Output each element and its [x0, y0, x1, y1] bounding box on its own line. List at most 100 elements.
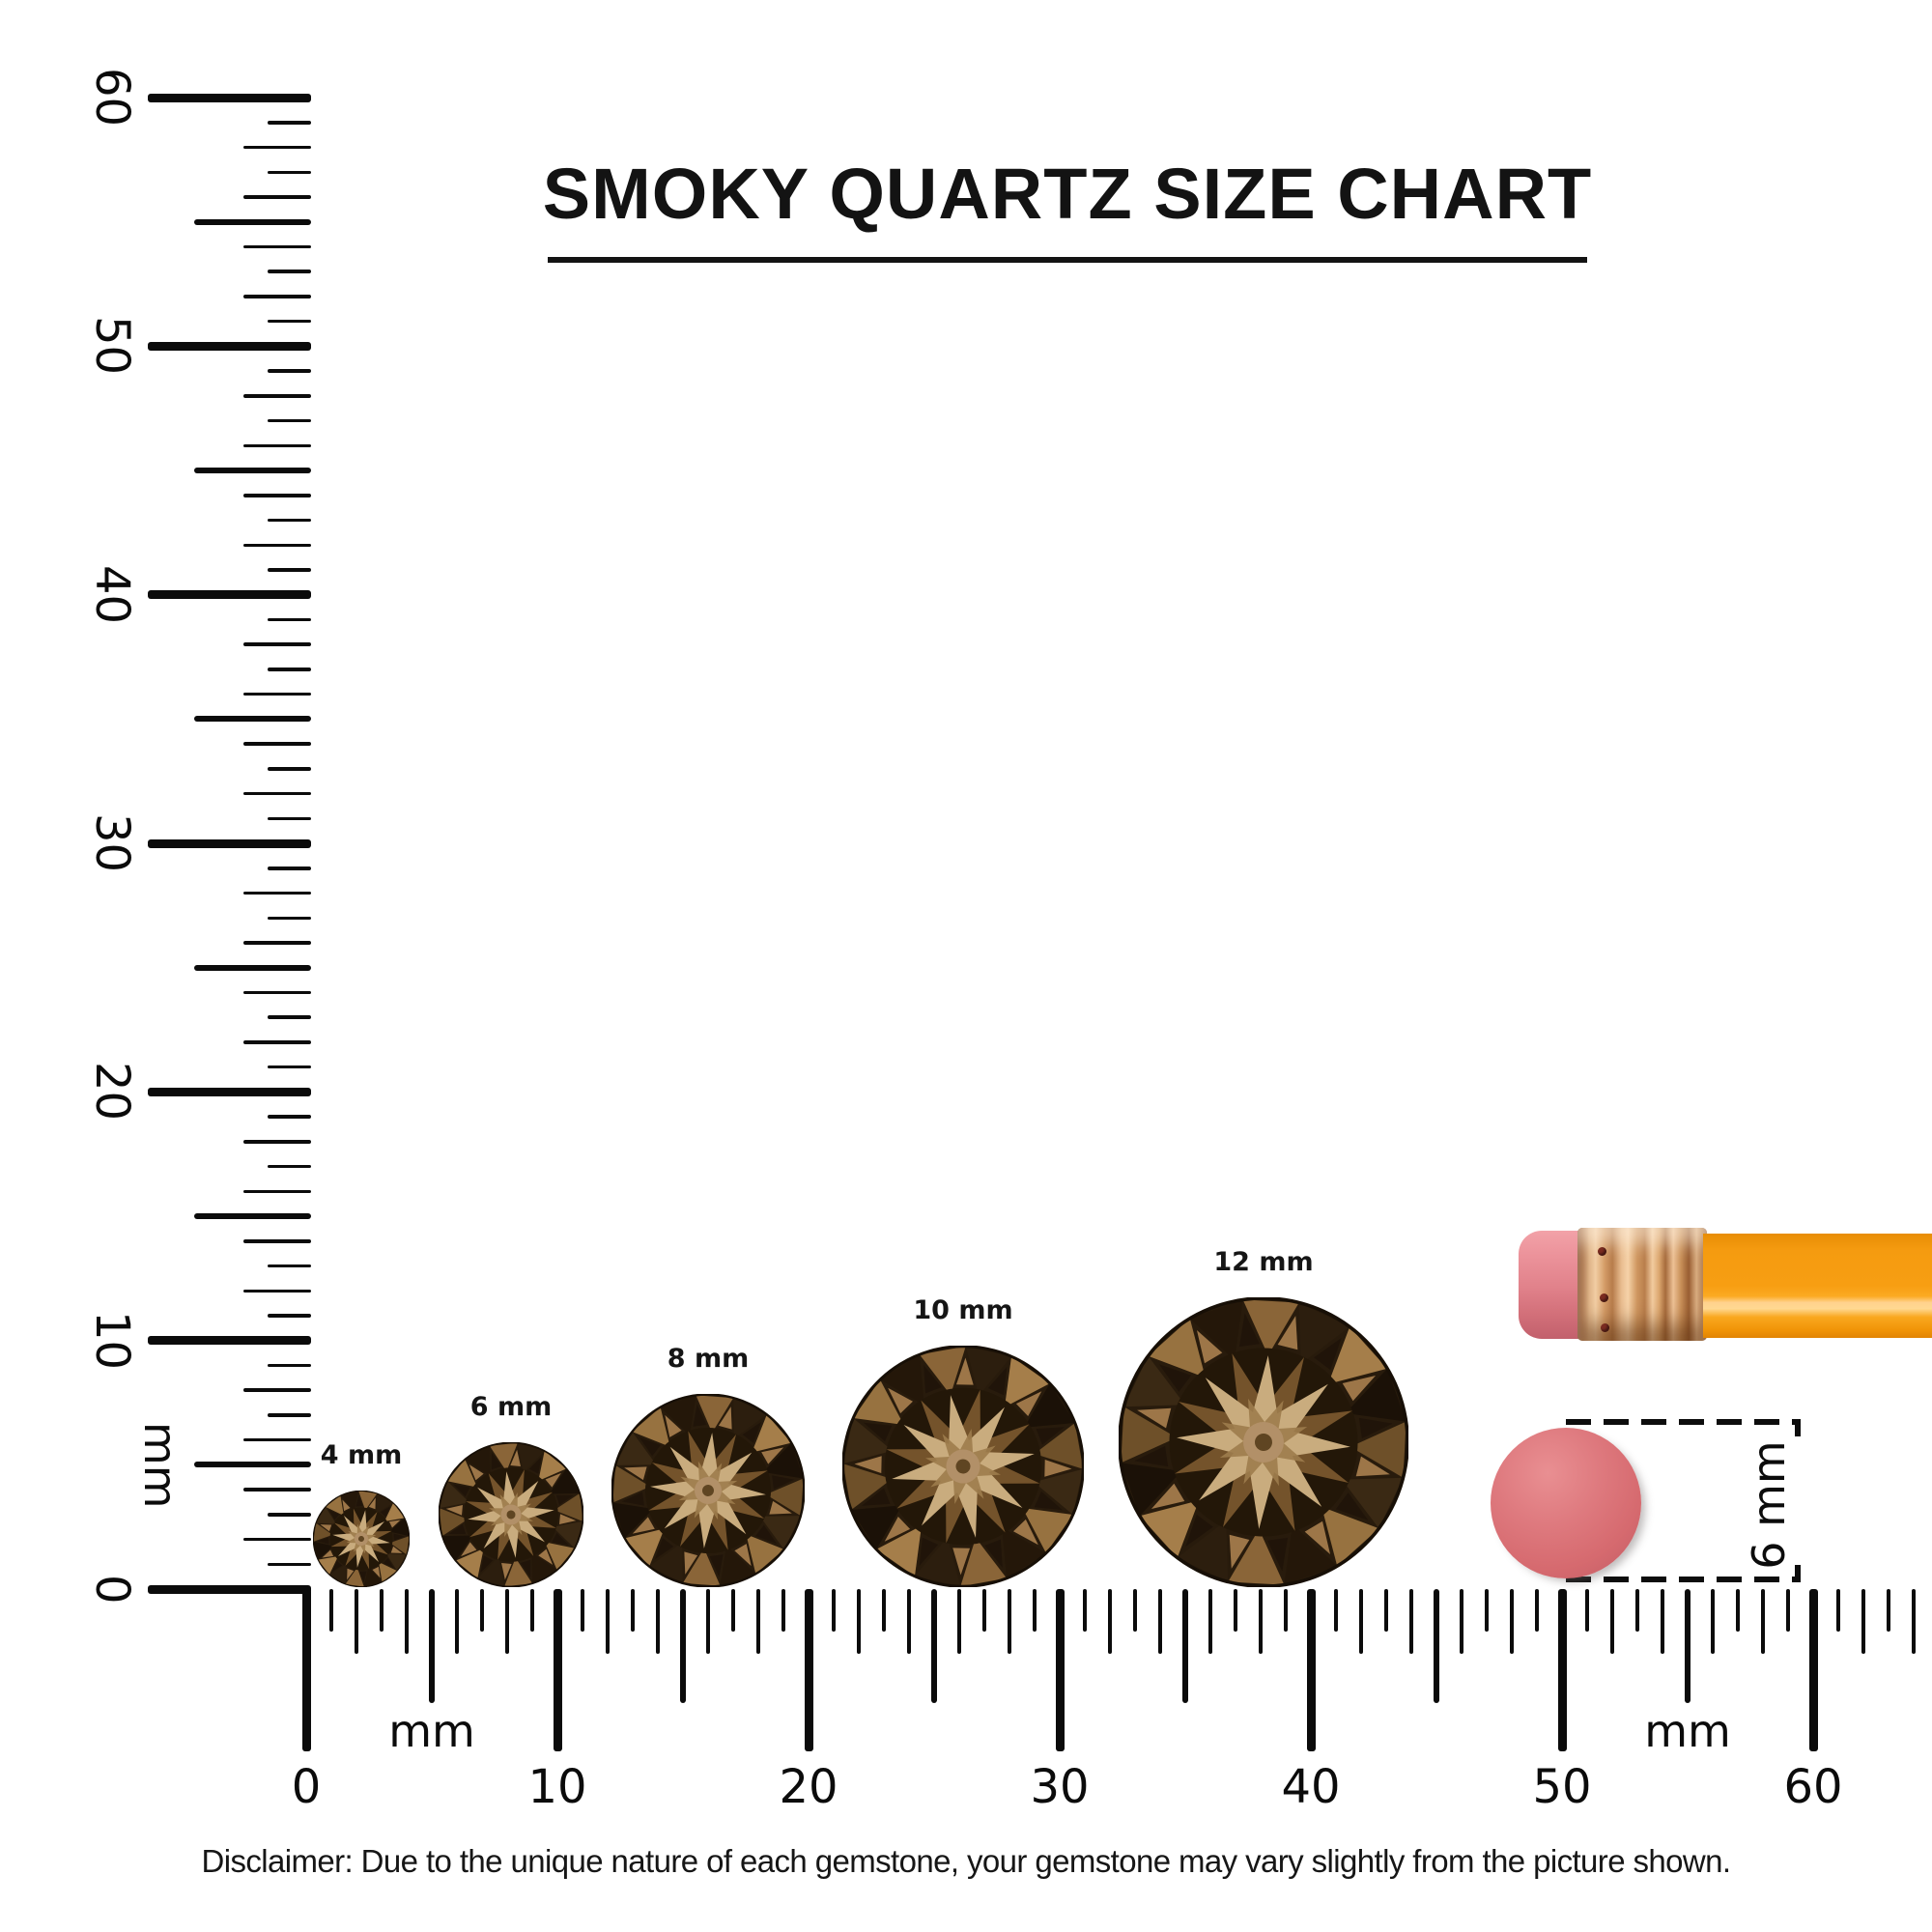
gem: 12 mm: [1118, 1247, 1409, 1588]
tick-mark: [957, 1589, 961, 1654]
tick-mark: [243, 692, 311, 696]
tick-mark: [268, 418, 311, 423]
tick-mark: [1610, 1589, 1614, 1654]
tick-mark: [243, 1537, 311, 1542]
tick-mark: [268, 1264, 311, 1268]
tick-mark: [1208, 1589, 1212, 1654]
gem-illustration: [1118, 1296, 1409, 1591]
horizontal-ruler-number: 0: [291, 1760, 322, 1814]
gem-svg: [841, 1345, 1085, 1588]
horizontal-ruler-unit-label-left: mm: [388, 1705, 475, 1757]
tick-mark: [329, 1589, 333, 1632]
gem: 8 mm: [611, 1344, 806, 1588]
gem-illustration: [438, 1441, 584, 1591]
tick-mark: [243, 1040, 311, 1044]
tick-mark: [148, 1336, 311, 1346]
tick-mark: [194, 716, 311, 723]
pencil-eraser-tip: [1519, 1231, 1584, 1339]
horizontal-ruler-unit-label-right: mm: [1644, 1705, 1731, 1757]
tick-mark: [1635, 1589, 1639, 1632]
tick-mark: [268, 170, 311, 174]
tick-mark: [355, 1589, 358, 1654]
tick-mark: [268, 1413, 311, 1417]
tick-mark: [380, 1589, 384, 1632]
tick-mark: [268, 568, 311, 572]
tick-mark: [857, 1589, 861, 1654]
tick-mark: [1836, 1589, 1840, 1632]
tick-mark: [194, 468, 311, 473]
tick-mark: [268, 369, 311, 373]
tick-mark: [243, 990, 311, 995]
gem-illustration: [841, 1345, 1085, 1591]
eraser-guide-dashed-line-top: [1566, 1419, 1801, 1425]
tick-mark: [268, 1164, 311, 1169]
tick-mark: [243, 1488, 311, 1492]
horizontal-ruler-number: 30: [1030, 1760, 1090, 1814]
vertical-ruler-number: 60: [85, 68, 139, 128]
gem-size-label: 12 mm: [1213, 1247, 1314, 1277]
tick-mark: [268, 1065, 311, 1069]
tick-mark: [268, 1513, 311, 1517]
tick-mark: [268, 1015, 311, 1019]
tick-mark: [1359, 1589, 1363, 1654]
gem: 6 mm: [438, 1392, 584, 1588]
tick-mark: [455, 1589, 459, 1654]
tick-mark: [148, 590, 311, 600]
gem-size-label: 6 mm: [469, 1392, 553, 1422]
tick-mark: [243, 1289, 311, 1293]
tick-mark: [480, 1589, 484, 1632]
eraser-guide-dashed-line-bottom: [1566, 1577, 1801, 1582]
tick-mark: [243, 543, 311, 547]
tick-mark: [1409, 1589, 1413, 1654]
tick-mark: [268, 319, 311, 324]
tick-mark: [301, 1589, 311, 1751]
tick-mark: [243, 394, 311, 398]
eraser-guide-end-dash-top: [1795, 1419, 1801, 1436]
tick-mark: [148, 93, 311, 102]
tick-mark: [268, 1363, 311, 1368]
tick-mark: [268, 1562, 311, 1566]
tick-mark: [1384, 1589, 1388, 1632]
tick-mark: [268, 1115, 311, 1119]
page-title: SMOKY QUARTZ SIZE CHART: [542, 154, 1593, 234]
tick-mark: [505, 1589, 509, 1654]
tick-mark: [243, 642, 311, 646]
tick-mark: [1557, 1589, 1567, 1751]
tick-mark: [268, 121, 311, 125]
eraser-size-label: 6 mm: [1743, 1440, 1795, 1570]
pencil-eraser-disc: [1491, 1428, 1641, 1578]
horizontal-ruler-number: 50: [1532, 1760, 1592, 1814]
gem: 10 mm: [841, 1295, 1085, 1588]
vertical-ruler-number: 0: [85, 1574, 139, 1605]
gem-size-label: 8 mm: [667, 1344, 750, 1374]
gem: 4 mm: [312, 1440, 411, 1588]
tick-mark: [1786, 1589, 1790, 1632]
gem-size-label: 10 mm: [913, 1295, 1013, 1325]
tick-mark: [1008, 1589, 1011, 1654]
tick-mark: [194, 1462, 311, 1468]
tick-mark: [268, 668, 311, 671]
ferrule-crimp-dot: [1598, 1247, 1606, 1256]
vertical-ruler-number: 10: [85, 1311, 139, 1371]
tick-mark: [1912, 1589, 1916, 1654]
tick-mark: [268, 867, 311, 870]
tick-mark: [243, 145, 311, 150]
tick-mark: [656, 1589, 660, 1654]
ferrule-crimp-dot: [1601, 1323, 1609, 1332]
horizontal-ruler-number: 10: [527, 1760, 587, 1814]
tick-mark: [1585, 1589, 1589, 1632]
tick-mark: [429, 1589, 435, 1703]
tick-mark: [1808, 1589, 1818, 1751]
tick-mark: [1685, 1589, 1690, 1703]
tick-mark: [1485, 1589, 1489, 1632]
disclaimer-text: Disclaimer: Due to the unique nature of …: [201, 1843, 1732, 1879]
tick-mark: [148, 1584, 311, 1594]
vertical-ruler-number: 40: [85, 565, 139, 625]
pencil-body: [1703, 1234, 1932, 1338]
tick-mark: [1108, 1589, 1112, 1654]
gem-svg: [1118, 1296, 1409, 1588]
tick-mark: [148, 1087, 311, 1096]
gem-svg: [611, 1393, 806, 1588]
tick-mark: [1334, 1589, 1338, 1632]
